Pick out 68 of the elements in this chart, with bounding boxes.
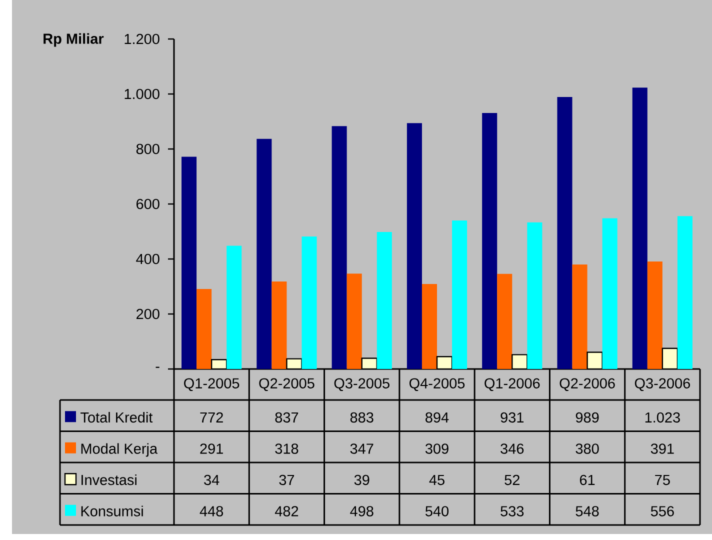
data-label: 309 <box>425 444 448 454</box>
bar <box>182 156 197 369</box>
bar <box>346 274 362 369</box>
y-tick-label: 1.200 <box>124 34 160 44</box>
data-label: 75 <box>655 474 670 486</box>
bar <box>557 97 572 369</box>
bar <box>527 222 542 369</box>
x-tick-label: Q3-2006 <box>634 378 690 392</box>
data-label: 347 <box>350 444 374 454</box>
data-label: 52 <box>504 474 520 486</box>
data-label: 883 <box>350 412 374 423</box>
bar <box>602 218 618 369</box>
bar <box>272 282 287 369</box>
legend-label: Modal Kerja <box>81 443 158 457</box>
data-label: 34 <box>204 474 220 486</box>
data-label: 894 <box>426 412 449 423</box>
data-label: 482 <box>274 506 298 516</box>
data-label: 498 <box>350 506 374 516</box>
bar <box>256 138 272 369</box>
bar <box>482 112 498 369</box>
x-tick-label: Q1-2005 <box>184 378 240 392</box>
legend-label: Investasi <box>82 474 136 486</box>
bar <box>422 284 437 369</box>
x-tick-label: Q2-2005 <box>259 378 314 392</box>
x-tick-label: Q2-2006 <box>560 378 615 392</box>
y-tick-label: 800 <box>136 144 160 154</box>
x-tick-label: Q4-2005 <box>409 378 465 392</box>
data-label: 291 <box>200 444 223 454</box>
bar <box>677 216 692 369</box>
y-tick-label: 200 <box>136 308 160 320</box>
y-axis-title: Rp Miliar <box>44 33 104 47</box>
x-tick-label: Q3-2005 <box>334 378 390 392</box>
data-label: 556 <box>650 506 674 516</box>
y-tick-label: 1.000 <box>124 88 160 100</box>
bar <box>452 220 468 369</box>
data-label: 61 <box>580 474 595 486</box>
data-label: 391 <box>650 444 674 454</box>
data-label: 45 <box>429 474 444 486</box>
bar <box>647 261 662 369</box>
bar <box>376 232 392 369</box>
x-tick-label: Q1-2006 <box>484 378 540 392</box>
legend-label: Total Kredit <box>80 412 153 423</box>
y-tick-label: - <box>156 366 160 368</box>
data-label: 989 <box>576 412 599 423</box>
bar <box>302 236 317 369</box>
bar <box>632 88 648 369</box>
data-label: 931 <box>500 412 524 423</box>
bar <box>497 274 512 369</box>
data-label: 346 <box>500 444 524 454</box>
y-tick-label: 600 <box>136 198 160 210</box>
bar <box>406 123 422 369</box>
data-label: 448 <box>200 506 224 516</box>
data-label: 380 <box>576 444 599 454</box>
data-label: 540 <box>425 506 449 516</box>
data-label: 772 <box>200 412 223 422</box>
data-label: 533 <box>500 506 524 516</box>
bar <box>572 264 588 369</box>
bar <box>226 246 242 369</box>
bar <box>332 126 347 369</box>
legend-label: Konsumsi <box>81 506 143 516</box>
data-label: 837 <box>275 412 298 423</box>
data-label: 318 <box>275 444 298 454</box>
data-label: 37 <box>279 474 294 486</box>
y-tick-label: 400 <box>136 254 160 264</box>
bar <box>196 288 212 369</box>
data-label: 1.023 <box>645 412 680 423</box>
data-label: 548 <box>576 506 599 516</box>
data-label: 39 <box>354 474 370 486</box>
